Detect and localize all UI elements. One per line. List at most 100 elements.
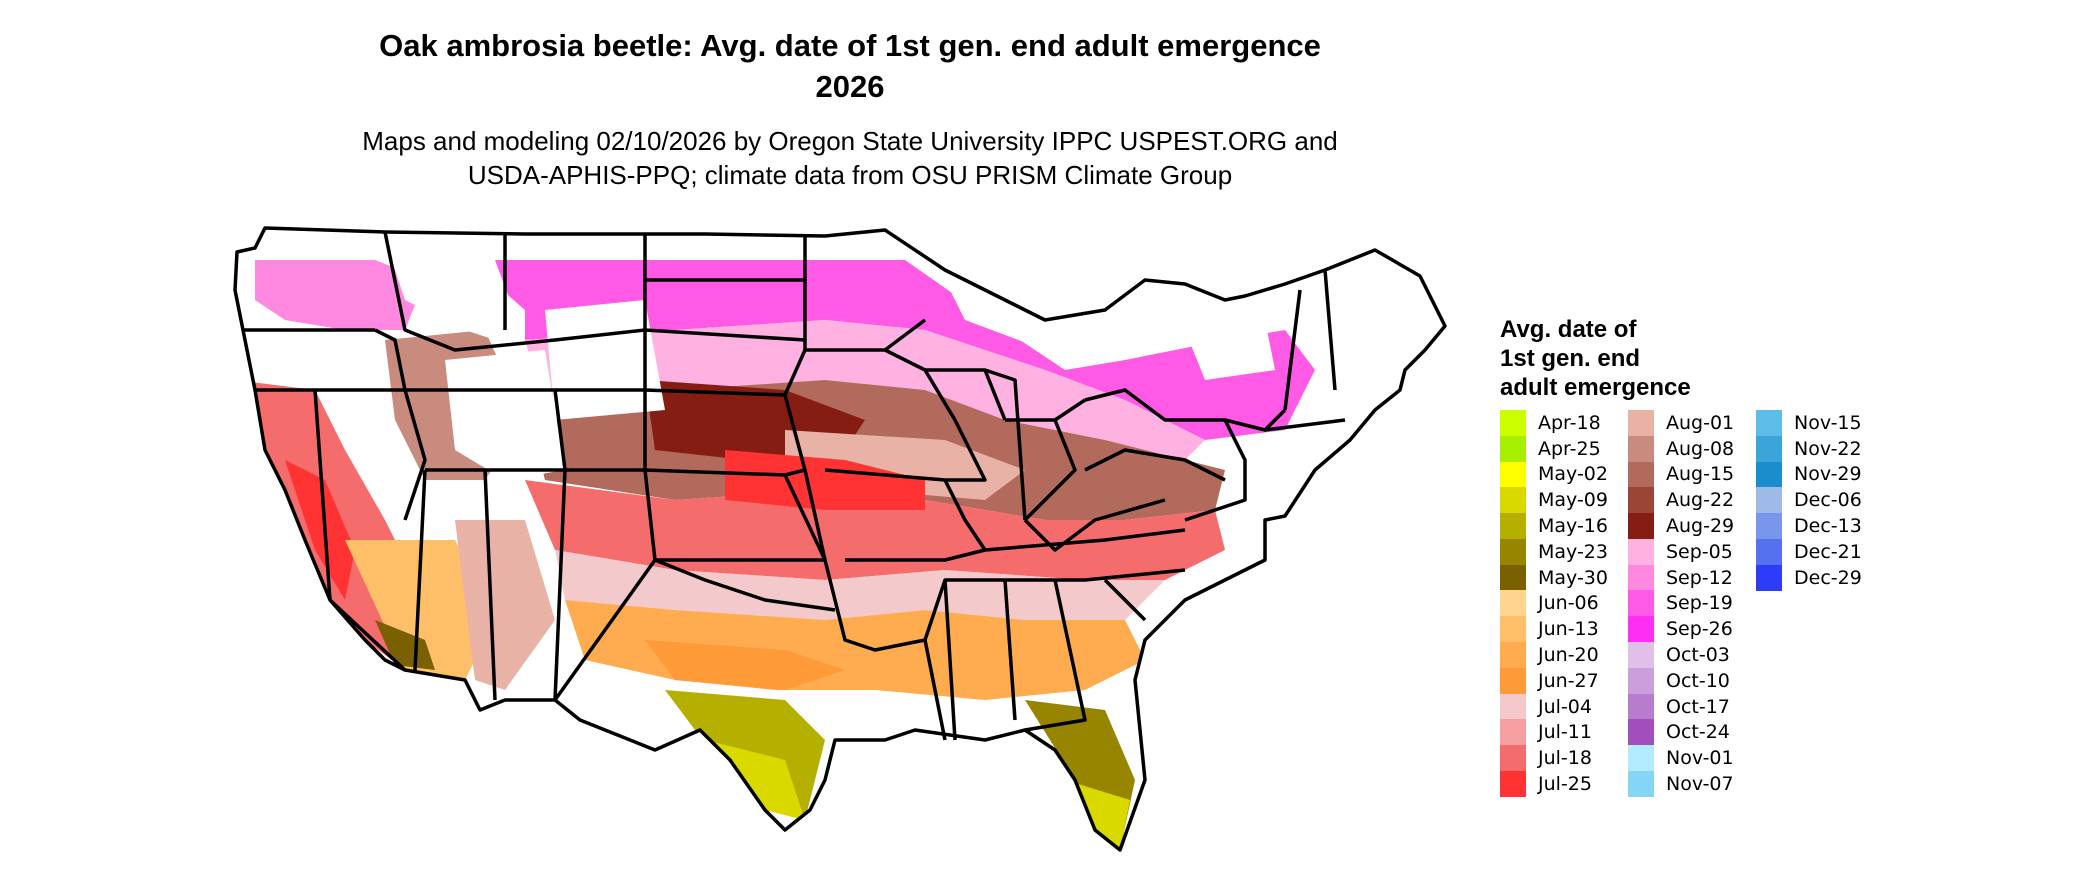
legend-item: Jun-06 xyxy=(1500,590,1616,617)
legend-item: Nov-29 xyxy=(1756,461,1872,488)
map-title-line-2: 2026 xyxy=(815,69,885,104)
legend-label: Sep-12 xyxy=(1666,566,1733,589)
legend-item: Jul-04 xyxy=(1500,693,1616,720)
legend-label: Oct-17 xyxy=(1666,695,1730,718)
legend-item: May-23 xyxy=(1500,538,1616,565)
legend-label: Sep-19 xyxy=(1666,592,1733,615)
legend-swatch xyxy=(1500,693,1526,720)
legend-item: Nov-01 xyxy=(1628,745,1744,772)
legend-title-line-3: adult emergence xyxy=(1500,374,1691,401)
legend-label: Dec-06 xyxy=(1794,489,1862,512)
legend-label: Apr-25 xyxy=(1538,437,1601,460)
legend-label: Jul-11 xyxy=(1538,721,1592,744)
legend-swatch xyxy=(1500,642,1526,669)
legend-label: May-16 xyxy=(1538,515,1608,538)
legend-swatch xyxy=(1628,409,1654,436)
legend-swatch xyxy=(1756,513,1782,540)
legend-swatch xyxy=(1500,616,1526,643)
map-title-line-1: Oak ambrosia beetle: Avg. date of 1st ge… xyxy=(379,28,1321,63)
legend-item: Aug-22 xyxy=(1628,487,1744,514)
legend-swatch xyxy=(1756,538,1782,565)
legend-label: Nov-29 xyxy=(1794,463,1862,486)
legend-label: May-09 xyxy=(1538,489,1608,512)
legend-item: Sep-05 xyxy=(1628,538,1744,565)
legend-item: Jul-25 xyxy=(1500,771,1616,798)
legend-label: Sep-05 xyxy=(1666,540,1733,563)
legend-item: Sep-26 xyxy=(1628,616,1744,643)
legend-item: Apr-18 xyxy=(1500,409,1616,436)
legend-label: Nov-22 xyxy=(1794,437,1862,460)
legend-item: Dec-21 xyxy=(1756,538,1872,565)
legend-swatch xyxy=(1628,435,1654,462)
legend-swatch xyxy=(1628,513,1654,540)
legend: Avg. date of 1st gen. end adult emergenc… xyxy=(1500,315,1872,798)
legend-item: Aug-15 xyxy=(1628,461,1744,488)
legend-label: Oct-24 xyxy=(1666,721,1730,744)
legend-item: Jun-20 xyxy=(1500,642,1616,669)
legend-swatch xyxy=(1500,538,1526,565)
legend-column: Nov-15 Nov-22 Nov-29 Dec-06 Dec-13 Dec-21 Dec-… xyxy=(1756,409,1872,797)
legend-swatch xyxy=(1628,642,1654,669)
legend-label: Aug-08 xyxy=(1666,437,1735,460)
legend-swatch xyxy=(1500,590,1526,617)
legend-swatch xyxy=(1500,461,1526,488)
legend-label: Nov-01 xyxy=(1666,747,1734,770)
legend-item: Nov-22 xyxy=(1756,435,1872,462)
legend-swatch xyxy=(1628,487,1654,514)
legend-column: Aug-01 Aug-08 Aug-15 Aug-22 Aug-29 Sep-05 Sep-… xyxy=(1628,409,1744,798)
legend-label: Apr-18 xyxy=(1538,411,1601,434)
legend-swatch xyxy=(1628,590,1654,617)
legend-item: Aug-29 xyxy=(1628,513,1744,540)
legend-label: Nov-15 xyxy=(1794,411,1862,434)
legend-swatch xyxy=(1756,409,1782,436)
legend-swatch xyxy=(1500,745,1526,772)
map-subtitle-line-2: USDA-APHIS-PPQ; climate data from OSU PR… xyxy=(467,160,1233,190)
legend-label: Dec-21 xyxy=(1794,540,1862,563)
legend-label: Jul-25 xyxy=(1538,773,1592,796)
legend-swatch xyxy=(1628,745,1654,772)
legend-item: Dec-06 xyxy=(1756,487,1872,514)
legend-item: Oct-17 xyxy=(1628,693,1744,720)
legend-item: May-09 xyxy=(1500,487,1616,514)
legend-item: Sep-12 xyxy=(1628,564,1744,591)
legend-swatch xyxy=(1628,771,1654,798)
legend-swatch xyxy=(1628,461,1654,488)
legend-swatch xyxy=(1500,719,1526,746)
legend-label: May-02 xyxy=(1538,463,1608,486)
legend-title-line-2: 1st gen. end xyxy=(1500,345,1641,372)
legend-swatch xyxy=(1500,435,1526,462)
legend-item: May-16 xyxy=(1500,513,1616,540)
legend-swatch xyxy=(1500,564,1526,591)
legend-swatch xyxy=(1756,461,1782,488)
legend-item: Oct-03 xyxy=(1628,642,1744,669)
legend-column: Apr-18 Apr-25 May-02 May-09 May-16 May-23 May-… xyxy=(1500,409,1616,798)
state-borders xyxy=(233,226,1447,852)
legend-item: Dec-29 xyxy=(1756,564,1872,591)
legend-swatch xyxy=(1500,487,1526,514)
legend-title: Avg. date of 1st gen. end adult emergenc… xyxy=(1500,315,1872,402)
legend-label: Jun-20 xyxy=(1538,644,1599,667)
legend-swatch xyxy=(1628,616,1654,643)
us-emergence-map xyxy=(233,226,1447,852)
map-subtitle-line-1: Maps and modeling 02/10/2026 by Oregon S… xyxy=(362,126,1338,156)
legend-label: May-30 xyxy=(1538,566,1608,589)
legend-swatch xyxy=(1756,564,1782,591)
legend-label: Aug-15 xyxy=(1666,463,1735,486)
legend-label: Jul-04 xyxy=(1538,695,1592,718)
legend-swatch xyxy=(1628,564,1654,591)
legend-swatch xyxy=(1756,435,1782,462)
legend-item: May-30 xyxy=(1500,564,1616,591)
legend-swatch xyxy=(1628,719,1654,746)
legend-label: Nov-07 xyxy=(1666,773,1734,796)
legend-item: Jun-27 xyxy=(1500,667,1616,694)
emergence-date-surface xyxy=(235,228,1445,850)
legend-item: Aug-08 xyxy=(1628,435,1744,462)
legend-item: Oct-24 xyxy=(1628,719,1744,746)
legend-item: Aug-01 xyxy=(1628,409,1744,436)
legend-item: Jul-11 xyxy=(1500,719,1616,746)
legend-label: Dec-29 xyxy=(1794,566,1862,589)
legend-swatch xyxy=(1628,693,1654,720)
legend-label: Sep-26 xyxy=(1666,618,1733,641)
legend-label: Oct-10 xyxy=(1666,669,1730,692)
legend-item: Dec-13 xyxy=(1756,513,1872,540)
